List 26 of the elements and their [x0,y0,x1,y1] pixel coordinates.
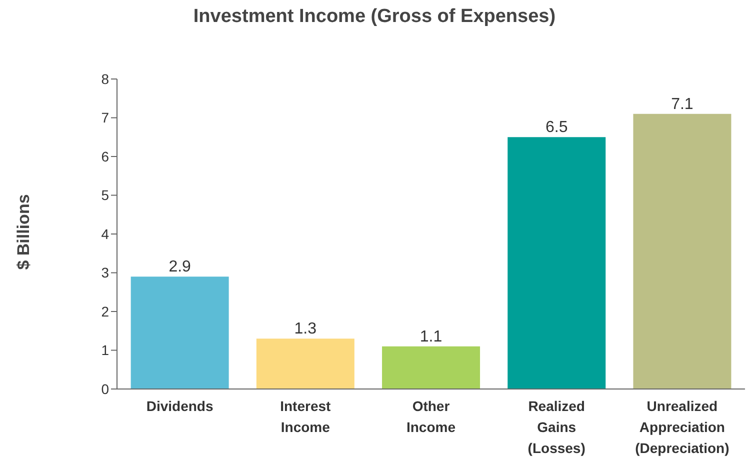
bar [256,338,354,389]
y-tick-label: 7 [101,110,110,126]
y-tick-label: 8 [101,70,110,87]
data-label: 1.3 [294,320,317,338]
bar [508,137,606,389]
data-label: 2.9 [168,258,192,276]
x-tick-label: Other Income [406,398,456,435]
bar [130,276,229,389]
y-tick-label: 1 [101,342,110,358]
chart-title: Investment Income (Gross of Expenses) [192,6,557,28]
y-tick-label: 4 [101,226,110,242]
y-tick-label: 3 [101,264,110,281]
x-tick-label: Dividends [146,398,214,414]
y-axis-title: $ Billions [14,194,34,270]
x-tick-label: Realized Gains (Losses) [528,398,586,456]
data-label: 1.1 [420,328,442,346]
bar [382,346,480,389]
y-tick-label: 0 [101,380,110,397]
x-tick-label: Unrealized Appreciation (Depreciation) [635,398,730,456]
data-label: 6.5 [545,119,568,136]
y-tick-label: 5 [101,187,110,204]
bar [633,114,732,389]
y-tick-label: 6 [101,148,110,164]
x-tick-label: Interest Income [280,398,332,435]
y-tick-label: 2 [101,303,110,320]
data-label: 7.1 [671,96,694,113]
